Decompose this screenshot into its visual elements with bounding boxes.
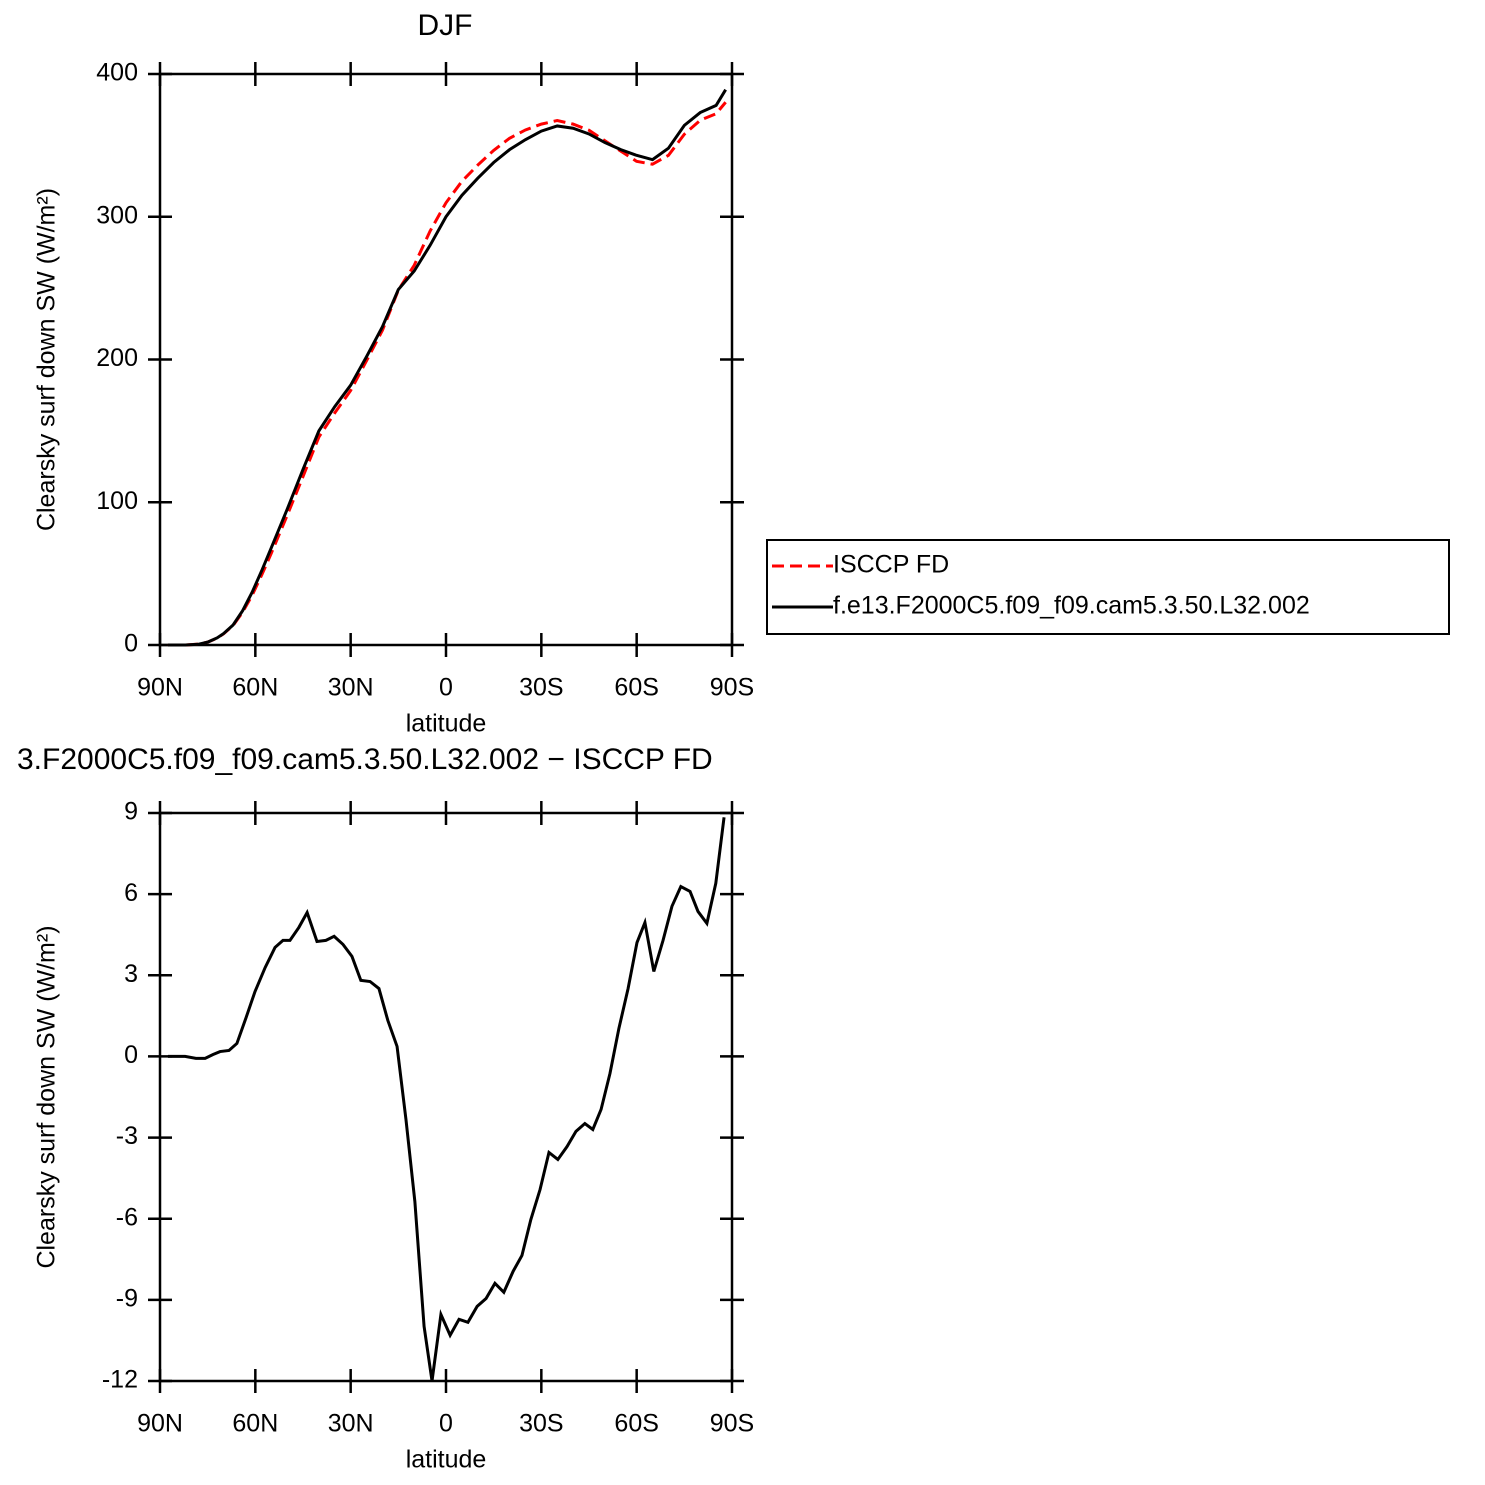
y-tick-label: 0 (124, 1041, 138, 1069)
x-tick-label: 60N (232, 1410, 278, 1438)
legend-label: f.e13.F2000C5.f09_f09.cam5.3.50.L32.002 (833, 592, 1310, 620)
x-tick-label: 90S (710, 1410, 754, 1438)
y-tick-label: -12 (102, 1366, 138, 1394)
y-tick-label: 200 (96, 344, 138, 372)
x-tick-label: 90S (710, 674, 754, 702)
x-tick-label: 0 (439, 674, 453, 702)
y-axis-label: Clearsky surf down SW (W/m²) (33, 925, 61, 1268)
y-tick-label: 100 (96, 487, 138, 515)
plot-frame (158, 811, 734, 1383)
legend-label: ISCCP FD (833, 551, 949, 579)
y-tick-label: 3 (124, 960, 138, 988)
y-tick-label: 0 (124, 630, 138, 658)
x-tick-label: 30S (519, 1410, 563, 1438)
x-tick-label: 60S (614, 1410, 658, 1438)
x-tick-label: 90N (137, 674, 183, 702)
y-tick-label: -9 (116, 1284, 138, 1312)
y-tick-label: 300 (96, 201, 138, 229)
x-tick-label: 30N (328, 674, 374, 702)
data-line (167, 101, 727, 647)
chart-title: DJF (418, 9, 473, 42)
x-tick-label: 30S (519, 674, 563, 702)
y-tick-label: 400 (96, 59, 138, 87)
data-line (167, 88, 727, 647)
y-tick-label: 9 (124, 798, 138, 826)
x-axis-label: latitude (406, 710, 487, 738)
y-tick-label: -3 (116, 1122, 138, 1150)
x-tick-label: 90N (137, 1410, 183, 1438)
data-line (167, 817, 726, 1382)
y-tick-label: 6 (124, 879, 138, 907)
y-tick-label: -6 (116, 1203, 138, 1231)
x-tick-label: 60S (614, 674, 658, 702)
x-tick-label: 60N (232, 674, 278, 702)
x-tick-label: 0 (439, 1410, 453, 1438)
y-axis-label: Clearsky surf down SW (W/m²) (33, 188, 61, 531)
x-axis-label: latitude (406, 1446, 487, 1474)
plot-frame (158, 72, 734, 647)
legend-box (766, 539, 1450, 635)
chart-title: 3.F2000C5.f09_f09.cam5.3.50.L32.002 − IS… (17, 743, 713, 776)
x-tick-label: 30N (328, 1410, 374, 1438)
